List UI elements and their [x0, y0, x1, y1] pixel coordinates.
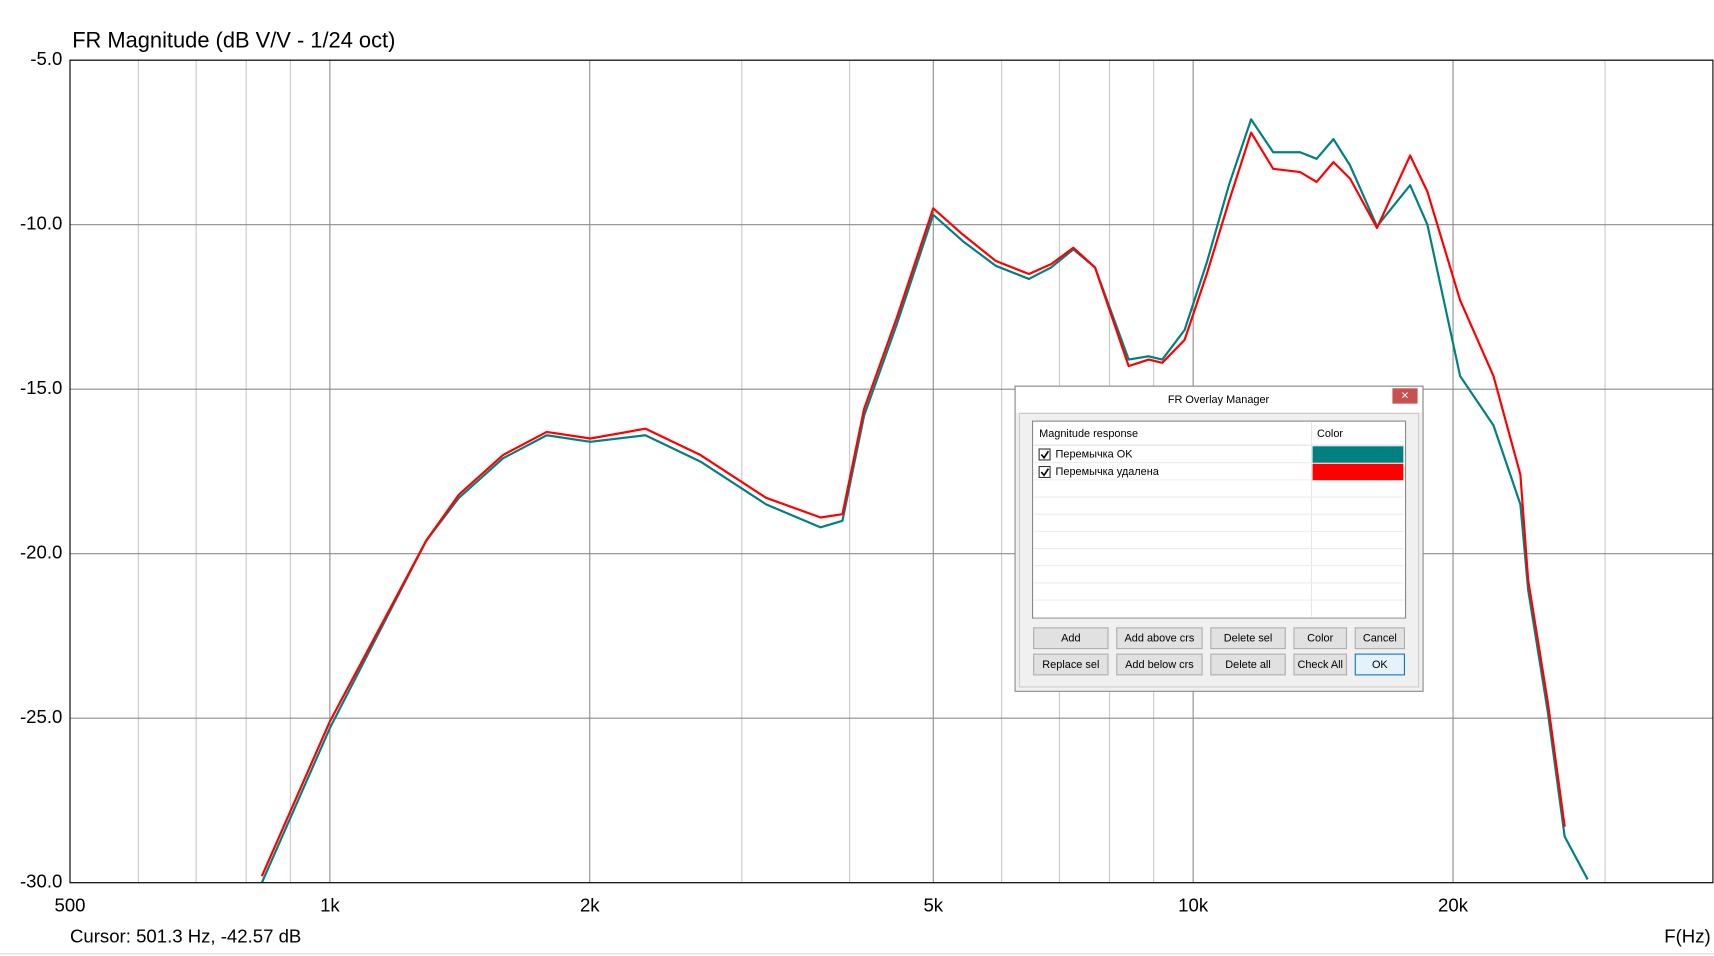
- x-tick-label: 500: [55, 895, 86, 916]
- button[interactable]: [1116, 627, 1203, 650]
- checkbox[interactable]: [1038, 465, 1051, 478]
- series-line: [260, 118, 1589, 883]
- button-label[interactable]: Add above crs: [1125, 633, 1195, 645]
- overlay-rows: Перемычка OK Перемычка удалена: [1033, 446, 1405, 618]
- button-label[interactable]: Add below crs: [1125, 659, 1194, 671]
- button-label[interactable]: Replace sel: [1042, 659, 1099, 671]
- close-icon[interactable]: ×: [1401, 387, 1409, 402]
- legend-swatch[interactable]: [1312, 446, 1404, 463]
- y-tick-label: -15.0: [20, 377, 62, 398]
- close-button[interactable]: [1392, 388, 1418, 404]
- y-tick-label: -25.0: [20, 706, 62, 727]
- x-tick-label: 10k: [1178, 895, 1209, 916]
- x-tick-label: 20k: [1438, 895, 1469, 916]
- legend-swatch[interactable]: [1312, 463, 1404, 481]
- plot-frame: [69, 59, 1714, 884]
- chart-title: FR Magnitude (dB V/V - 1/24 oct): [72, 27, 395, 52]
- x-tick-label: 5k: [923, 895, 943, 916]
- series-line: [260, 131, 1566, 877]
- checkmark[interactable]: [1040, 468, 1050, 477]
- overlay-manager-dialog: FR Overlay Manager × Magnitude response …: [1014, 385, 1424, 692]
- tick-labels: 500 1k 2k 5k 10k 20k -5.0 -10.0 -15.0 -20.0 -25.0 -…: [20, 48, 1469, 916]
- button-label[interactable]: Delete sel: [1224, 633, 1273, 645]
- button-label[interactable]: OK: [1372, 659, 1388, 671]
- button[interactable]: [1116, 653, 1203, 676]
- column-header: Color: [1317, 428, 1343, 440]
- curves: [260, 118, 1589, 883]
- button[interactable]: [1033, 627, 1109, 650]
- legend-label[interactable]: Перемычка удалена: [1056, 466, 1160, 478]
- x-axis-label: F(Hz): [1664, 925, 1710, 946]
- button[interactable]: [1293, 627, 1348, 650]
- x-tick-label: 2k: [580, 895, 600, 916]
- dialog-title: FR Overlay Manager: [1168, 394, 1270, 406]
- button[interactable]: [1033, 653, 1109, 676]
- y-tick-label: -30.0: [20, 871, 62, 892]
- button-label[interactable]: Color: [1307, 633, 1333, 645]
- button[interactable]: [1210, 627, 1286, 650]
- y-tick-label: -20.0: [20, 542, 62, 563]
- column-header: Magnitude response: [1039, 428, 1138, 440]
- x-tick-label: 1k: [320, 895, 340, 916]
- legend-label[interactable]: Перемычка OK: [1056, 448, 1134, 460]
- dialog-titlebar: [1016, 387, 1422, 413]
- button-label[interactable]: Delete all: [1225, 659, 1271, 671]
- y-tick-label: -10.0: [20, 213, 62, 234]
- checkbox[interactable]: [1038, 448, 1051, 461]
- button[interactable]: [1354, 627, 1405, 650]
- button-label[interactable]: Check All: [1297, 659, 1343, 671]
- button[interactable]: [1293, 653, 1348, 676]
- button-label[interactable]: Add: [1061, 633, 1080, 645]
- button-label[interactable]: Cancel: [1363, 633, 1397, 645]
- y-tick-label: -5.0: [30, 48, 62, 69]
- button[interactable]: [1210, 653, 1286, 676]
- checkmark[interactable]: [1040, 450, 1050, 460]
- dialog-buttons: Add Add above crs Delete sel Color Cancel Rep…: [1033, 627, 1405, 676]
- cursor-readout: Cursor: 501.3 Hz, -42.57 dB: [70, 925, 301, 946]
- button[interactable]: [1354, 653, 1405, 676]
